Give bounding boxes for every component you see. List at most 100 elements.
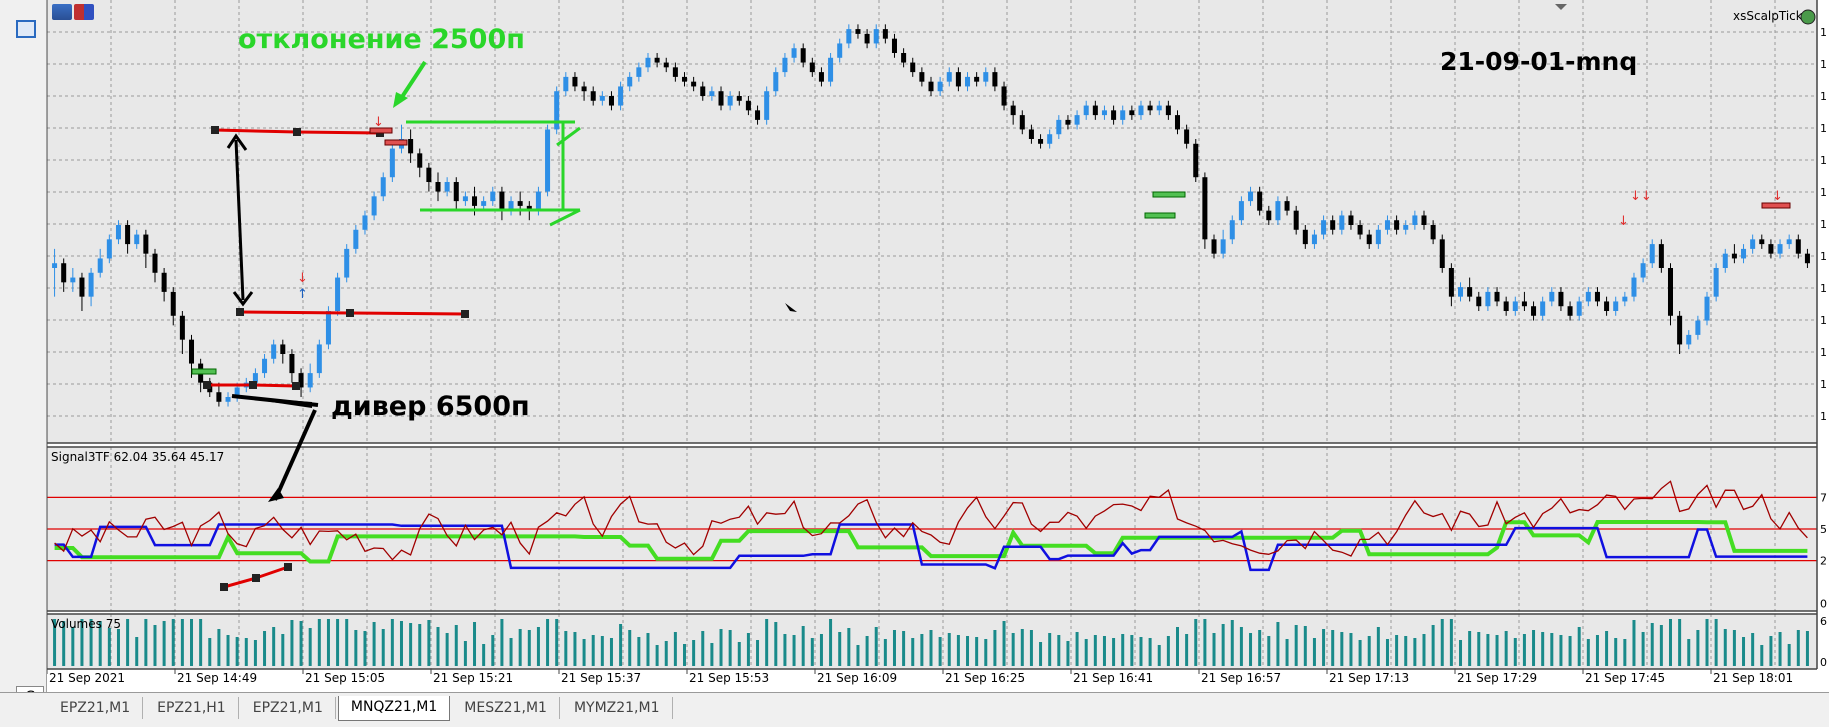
candle: [1220, 229, 1226, 259]
volume-bar: [838, 632, 842, 666]
volume-bar: [1422, 634, 1426, 666]
candle: [179, 311, 185, 354]
candle: [1248, 186, 1254, 206]
volume-bar: [317, 619, 321, 666]
volume-bar: [1385, 639, 1389, 666]
candle: [965, 72, 971, 92]
candle: [1111, 105, 1117, 125]
profiles-icon[interactable]: [74, 4, 94, 20]
svg-text:1: 1: [1820, 410, 1827, 423]
tab-mnqz21-m1[interactable]: MNQZ21,M1: [337, 696, 451, 721]
candle: [672, 62, 678, 82]
candle: [1129, 105, 1135, 120]
candle: [289, 349, 295, 383]
candle: [1521, 291, 1527, 311]
candle: [453, 177, 459, 211]
signal-line-green: [54, 520, 1808, 564]
volume-bar: [1742, 637, 1746, 666]
candle: [974, 72, 980, 87]
time-axis-label: 21 Sep 16:57: [1201, 671, 1281, 685]
candle: [910, 57, 916, 77]
svg-text:↓: ↓: [1618, 214, 1629, 229]
volume-bar: [984, 639, 988, 666]
volume-bar: [1586, 639, 1590, 666]
tab-epz21-m1[interactable]: EPZ21,M1: [48, 697, 144, 719]
chart-canvas[interactable]: ↓ ↓ ↑ ↓ ↓↓ ↓ отклонение 2500п дивер 6500…: [0, 0, 1829, 700]
volume-bar: [89, 619, 93, 666]
volume-bar: [591, 635, 595, 666]
signal-lines: [54, 480, 1808, 572]
candle: [134, 229, 140, 249]
candle: [1202, 172, 1208, 249]
volume-bar: [692, 640, 696, 666]
volume-bar: [482, 644, 486, 666]
candle: [1686, 330, 1692, 350]
volume-bar: [409, 623, 413, 666]
volume-bar: [190, 619, 194, 666]
svg-text:↑: ↑: [297, 287, 308, 302]
candle: [846, 24, 852, 49]
candle: [1549, 287, 1555, 307]
candle: [791, 43, 797, 63]
candle: [1786, 234, 1792, 249]
volume-bar: [719, 629, 723, 666]
volume-bar: [1267, 636, 1271, 666]
volume-bar: [1687, 639, 1691, 666]
candle: [1695, 315, 1701, 340]
volume-bar: [1623, 639, 1627, 666]
signal-line-darkred: [54, 480, 1808, 561]
scroll-marker-icon[interactable]: [1555, 4, 1567, 10]
volume-bar: [180, 619, 184, 666]
candle: [1421, 210, 1427, 230]
volume-bar: [418, 624, 422, 666]
volume-bar: [710, 643, 714, 666]
candle: [499, 186, 505, 221]
candle: [545, 124, 551, 197]
svg-text:1: 1: [1820, 122, 1827, 135]
candle: [362, 210, 368, 235]
candle: [782, 53, 788, 77]
volume-bar: [436, 627, 440, 666]
svg-text:1: 1: [1820, 314, 1827, 327]
volume-bar: [263, 631, 267, 666]
svg-text:1: 1: [1820, 378, 1827, 391]
volume-bar: [1285, 639, 1289, 666]
status-icon: [1800, 9, 1816, 25]
tab-epz21-m1[interactable]: EPZ21,M1: [241, 697, 336, 719]
volume-bar: [1778, 632, 1782, 666]
volume-bar: [390, 619, 394, 666]
volume-bar: [445, 633, 449, 666]
candle: [1540, 296, 1546, 321]
volume-bar: [1513, 638, 1517, 666]
chart-window-icon[interactable]: [16, 20, 36, 38]
candle: [1631, 272, 1637, 302]
candle: [1074, 110, 1080, 130]
candle: [1649, 239, 1655, 268]
templates-icon[interactable]: [52, 4, 72, 20]
volume-bar: [1066, 641, 1070, 666]
volume-bar: [135, 637, 139, 666]
candle: [1165, 100, 1171, 120]
volume-bar: [326, 619, 330, 666]
tab-mymz21-m1[interactable]: MYMZ21,M1: [562, 697, 673, 719]
volume-bar: [1185, 634, 1189, 666]
volume-bar: [116, 629, 120, 666]
tab-mesz21-m1[interactable]: MESZ21,M1: [452, 697, 560, 719]
tab-epz21-h1[interactable]: EPZ21,H1: [145, 697, 239, 719]
volume-bar: [208, 638, 212, 666]
candle: [262, 354, 268, 378]
candle: [1138, 100, 1144, 120]
candle: [1394, 215, 1400, 235]
volume-bar: [354, 630, 358, 666]
candle: [855, 24, 861, 39]
time-axis-label: 21 Sep 14:49: [177, 671, 257, 685]
price-pane[interactable]: [47, 0, 1817, 443]
candle: [1311, 229, 1317, 249]
volume-bar: [126, 619, 130, 666]
volume-bar: [244, 638, 248, 666]
volume-bar: [1431, 625, 1435, 666]
right-axis: 1 1 1 1 1 1 1 1 1 1 1 1 1 7 5 2 0 6 0: [1820, 26, 1827, 669]
candle: [1120, 105, 1126, 125]
volume-bar: [975, 637, 979, 666]
volume-bar: [1678, 619, 1682, 666]
